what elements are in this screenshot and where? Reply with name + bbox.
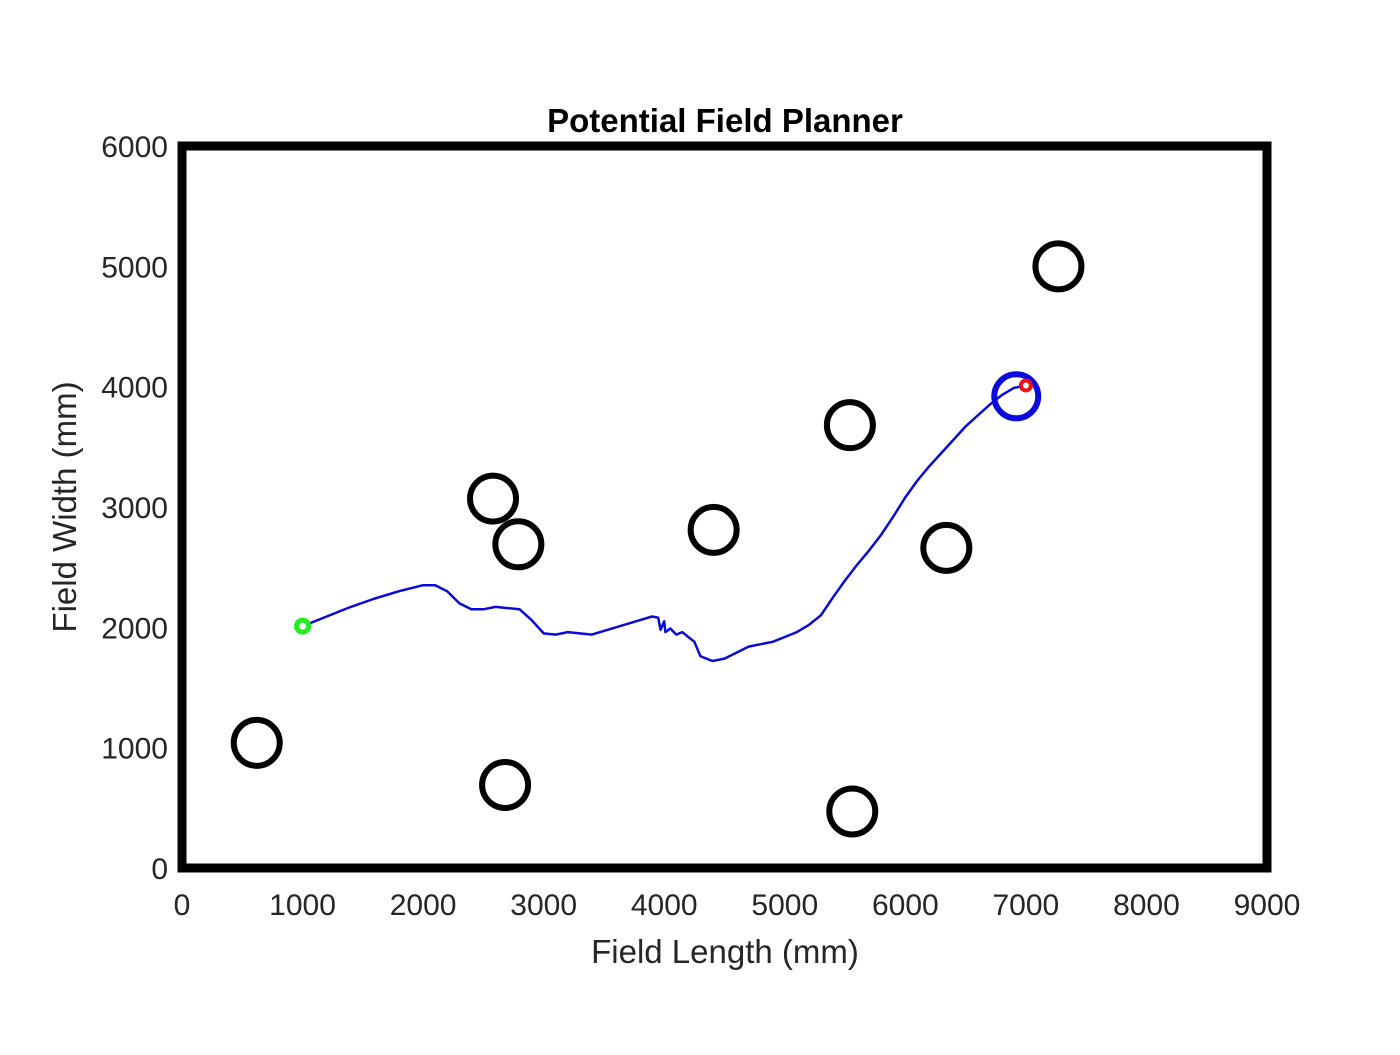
y-tick-label: 5000: [101, 251, 168, 284]
obstacle-marker: [823, 399, 876, 452]
x-tick-label: 0: [174, 889, 191, 922]
obstacle-marker: [687, 503, 740, 556]
obstacle-marker: [920, 521, 973, 574]
obstacle-marker: [826, 785, 879, 838]
start-point-marker: [294, 617, 312, 635]
path-series-line: [302, 384, 1027, 663]
x-tick-label: 6000: [872, 889, 939, 922]
x-tick-labels: 0 1000 2000 3000 4000 5000 6000 7000 8000 9000: [174, 889, 1301, 922]
x-tick-label: 7000: [993, 889, 1060, 922]
x-axis-label: Field Length (mm): [591, 933, 859, 970]
y-tick-labels: 0 1000 2000 3000 4000 5000 6000: [101, 131, 168, 886]
x-tick-label: 4000: [631, 889, 698, 922]
x-tick-label: 1000: [269, 889, 336, 922]
obstacle-marker: [230, 716, 283, 769]
x-tick-label: 5000: [751, 889, 818, 922]
y-tick-label: 0: [151, 853, 168, 886]
x-tick-label: 9000: [1234, 889, 1301, 922]
robot-marker: [991, 371, 1042, 422]
y-axis-label: Field Width (mm): [46, 381, 83, 632]
goal-point-marker: [1018, 378, 1033, 393]
field-boundary: [177, 141, 1272, 873]
obstacle-marker: [1032, 240, 1085, 293]
y-tick-label: 1000: [101, 733, 168, 766]
chart-title: Potential Field Planner: [547, 102, 903, 139]
obstacle-marker: [467, 472, 520, 525]
obstacle-marker: [479, 758, 532, 811]
y-tick-label: 2000: [101, 612, 168, 645]
x-tick-label: 3000: [510, 889, 577, 922]
obstacle-marker: [492, 518, 545, 571]
y-tick-label: 3000: [101, 492, 168, 525]
x-tick-label: 2000: [390, 889, 457, 922]
y-tick-label: 4000: [101, 372, 168, 405]
plot-area: [177, 141, 1272, 873]
y-tick-label: 6000: [101, 131, 168, 164]
x-tick-label: 8000: [1113, 889, 1180, 922]
